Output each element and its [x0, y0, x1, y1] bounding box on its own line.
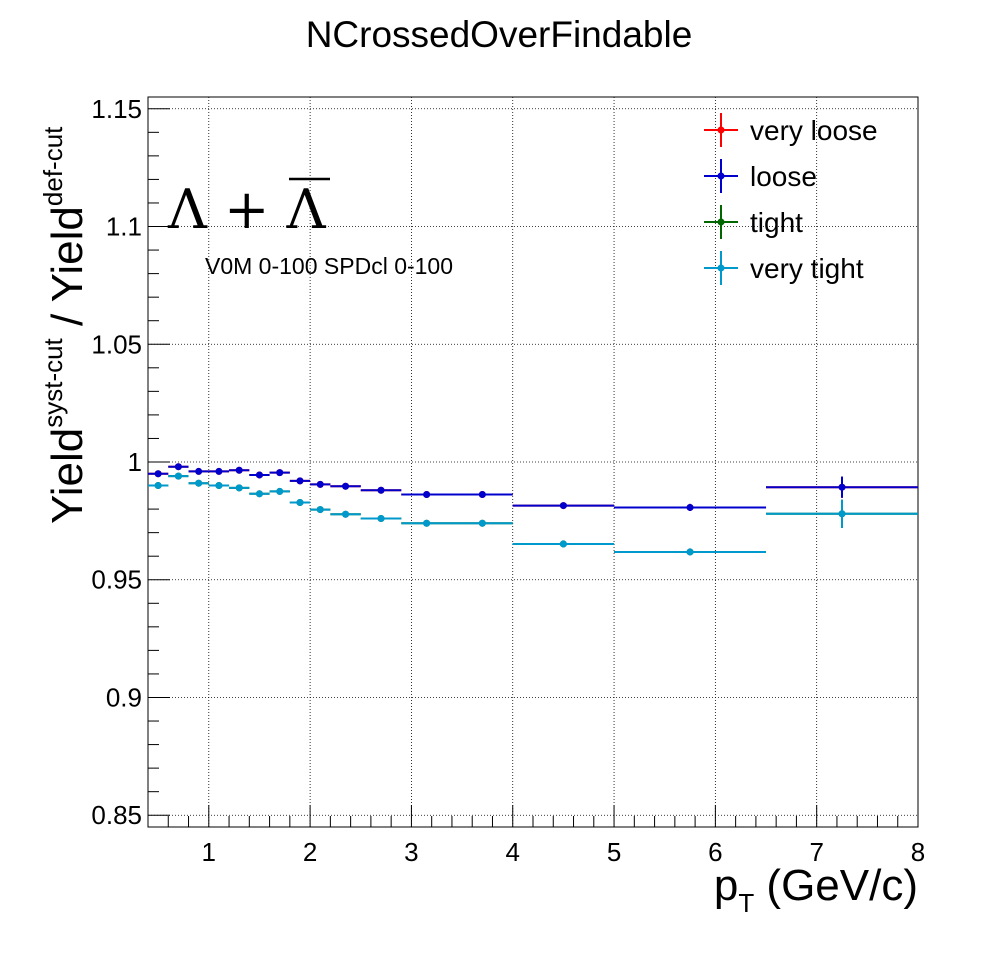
legend-entry: very tight — [704, 251, 864, 285]
legend-entry: very loose — [704, 113, 878, 147]
legend-label: very tight — [750, 253, 864, 284]
data-point — [154, 482, 162, 490]
y-tick-label: 0.85 — [91, 800, 142, 830]
data-point — [686, 503, 694, 511]
data-point — [478, 490, 486, 498]
legend-marker — [717, 126, 725, 134]
x-tick-labels: 1 2 3 4 5 6 7 8 — [202, 837, 926, 867]
data-point — [342, 482, 350, 490]
data-point — [276, 469, 284, 477]
y-label-denominator: Yield — [43, 206, 92, 302]
x-tick-label: 3 — [404, 837, 418, 867]
data-point — [316, 506, 324, 514]
legend-label: loose — [750, 161, 817, 192]
legend-label: very loose — [750, 115, 878, 146]
x-tick-label: 5 — [607, 837, 621, 867]
y-tick-label: 0.95 — [91, 565, 142, 595]
plot-frame — [147, 96, 919, 828]
data-point — [255, 471, 263, 479]
y-label-numerator: Yield — [43, 428, 92, 524]
series-very-tight — [148, 472, 918, 556]
x-label-unit: (GeV/c) — [754, 861, 918, 910]
y-tick-label: 1.05 — [91, 329, 142, 359]
data-point — [686, 548, 694, 556]
data-point — [195, 479, 203, 487]
data-point — [215, 467, 223, 475]
data-point — [316, 480, 324, 488]
grid-lines — [148, 97, 918, 827]
y-tick-label: 1.15 — [91, 94, 142, 124]
y-tick-label: 1 — [128, 447, 142, 477]
data-point — [838, 510, 846, 518]
legend: very loose loose tight very tight — [704, 113, 878, 285]
x-label-main: p — [714, 861, 738, 910]
data-point — [255, 490, 263, 498]
data-point — [235, 466, 243, 474]
data-point — [154, 470, 162, 478]
data-point — [838, 483, 846, 491]
y-label-numerator-sup: syst-cut — [38, 337, 68, 427]
selection-annotation: V0M 0-100 SPDcl 0-100 — [205, 253, 453, 279]
x-tick-label: 7 — [809, 837, 823, 867]
data-point — [296, 499, 304, 507]
y-axis-label: Yieldsyst-cut / Yielddef-cut — [38, 126, 92, 524]
legend-label: tight — [750, 207, 803, 238]
data-point — [342, 510, 350, 518]
y-label-denominator-sup: def-cut — [38, 126, 68, 206]
data-point — [296, 477, 304, 485]
data-point — [478, 519, 486, 527]
data-point — [377, 486, 385, 494]
data-point — [377, 515, 385, 523]
legend-entry: loose — [704, 159, 817, 193]
data-point — [423, 519, 431, 527]
y-label-separator: / — [43, 302, 92, 338]
data-point — [559, 540, 567, 548]
y-tick-label: 0.9 — [106, 682, 142, 712]
legend-entry: tight — [704, 205, 803, 239]
legend-marker — [717, 172, 725, 180]
series-loose — [148, 463, 918, 511]
y-tick-labels: 0.85 0.9 0.95 1 1.05 1.1 1.15 — [91, 94, 142, 830]
data-point — [195, 467, 203, 475]
legend-marker — [717, 264, 725, 272]
data-point — [559, 502, 567, 510]
legend-marker — [717, 218, 725, 226]
x-axis-label: pT (GeV/c) — [714, 861, 918, 918]
data-series — [148, 463, 918, 556]
data-point — [174, 472, 182, 480]
x-tick-label: 4 — [506, 837, 520, 867]
x-tick-label: 2 — [303, 837, 317, 867]
x-label-sub: T — [738, 888, 754, 918]
data-point — [174, 463, 182, 471]
y-tick-label: 1.1 — [106, 212, 142, 242]
chart-title: NCrossedOverFindable — [306, 14, 693, 55]
data-point — [276, 487, 284, 495]
data-point — [235, 484, 243, 492]
x-tick-label: 1 — [202, 837, 216, 867]
x-tick-label: 8 — [911, 837, 925, 867]
particle-annotation: Λ + Λ — [167, 178, 327, 241]
x-tick-label: 6 — [708, 837, 722, 867]
data-point — [215, 482, 223, 490]
data-point — [423, 490, 431, 498]
